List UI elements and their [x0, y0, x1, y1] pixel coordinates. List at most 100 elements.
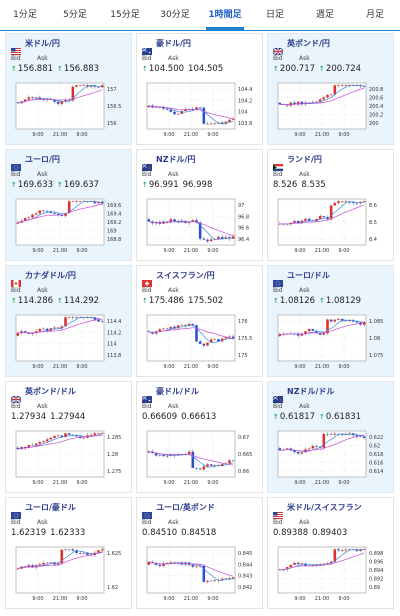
rate-card[interactable]: カナダドル/円 Bid Ask ↑114.286 ↑114.292 114.4 114.2 1…: [5, 265, 132, 377]
candle-body: [23, 566, 27, 568]
tab-5[interactable]: 日足: [265, 10, 284, 20]
currency-pair-title[interactable]: ユーロ/ドル: [287, 271, 330, 280]
rate-card[interactable]: 英ポンド/円 Bid Ask ↑200.717 ↑200.724 200.8 200.6 20…: [267, 33, 394, 145]
currency-pair-title[interactable]: ランド/円: [287, 155, 322, 164]
candle-body: [78, 201, 82, 202]
y-tick-label: 169.6: [107, 203, 121, 209]
ma-slow-line: [148, 451, 234, 466]
tab-2[interactable]: 15分足: [110, 10, 140, 20]
tab-3[interactable]: 30分足: [160, 10, 190, 20]
candle-body: [278, 334, 282, 337]
currency-pair-title[interactable]: ユーロ/豪ドル: [25, 503, 76, 512]
currency-pair-title[interactable]: 豪ドル/円: [156, 39, 191, 48]
candle-body: [176, 325, 180, 329]
x-tick-label: 9:00: [207, 132, 218, 138]
chart-container[interactable]: 0.622 0.62 0.618 0.616 0.614 9:00 21:00 9:00: [276, 429, 388, 489]
bid-price: 1.27934: [11, 412, 47, 422]
rate-card[interactable]: ランド/円 Bid Ask 8.526 8.535 8.6 8.5 8.4 9:00 21:00 9…: [267, 149, 394, 261]
price-chart: 157 156.5 156 9:00 21:00 9:00: [15, 82, 121, 138]
bid-ask-labels: Bid Ask: [11, 403, 63, 410]
tab-0[interactable]: 1分足: [13, 10, 37, 20]
rate-card[interactable]: 米ドル/スイスフラン Bid Ask 0.89388 0.89403 0.898 0.896…: [267, 497, 394, 609]
candle-body: [296, 101, 300, 105]
bid-label: Bid: [142, 519, 152, 526]
tab-6[interactable]: 週足: [315, 10, 334, 20]
candle-body: [56, 101, 60, 104]
rate-card[interactable]: ユーロ/豪ドル Bid Ask 1.62319 1.62333 1.625 1.62 9:00…: [5, 497, 132, 609]
candle-body: [34, 443, 38, 446]
candle-body: [97, 201, 100, 204]
chart-container[interactable]: 8.6 8.5 8.4 9:00 21:00 9:00: [276, 197, 388, 257]
chart-container[interactable]: 0.898 0.896 0.894 0.892 0.89 9:00 21:00 9:00: [276, 545, 388, 605]
chart-container[interactable]: 200.8 200.6 200.4 200.2 200 9:00 21:00 9:00: [276, 81, 388, 141]
bid-ask-values: ↑104.500 104.505: [142, 64, 227, 74]
chart-container[interactable]: 1.085 1.08 1.075 9:00 21:00 9:00: [276, 313, 388, 373]
chart-plot-area: [146, 546, 236, 594]
rate-card[interactable]: 豪ドル/ドル Bid Ask 0.66609 0.66613 0.67 0.665 0.66 9…: [136, 381, 263, 493]
bid-price: 96.991: [148, 180, 179, 190]
ask-price: 1.08129: [325, 296, 362, 306]
ask-label: Ask: [168, 287, 179, 294]
chart-container[interactable]: 114.4 114.2 114 113.8 9:00 21:00 9:00: [14, 313, 126, 373]
currency-pair-title[interactable]: カナダドル/円: [25, 271, 76, 280]
chart-container[interactable]: 104.4 104.2 104 103.8 9:00 21:00 9:00: [145, 81, 257, 141]
chart-container[interactable]: 97 96.8 96.6 96.4 9:00 21:00 9:00: [145, 197, 257, 257]
currency-pair-title[interactable]: ユーロ/円: [25, 155, 60, 164]
chart-container[interactable]: 0.845 0.844 0.843 0.842 9:00 21:00 9:00: [145, 545, 257, 605]
rate-card[interactable]: ユーロ/ドル Bid Ask ↑1.08126 ↑1.08129 1.085 1.08 1.0…: [267, 265, 394, 377]
chart-container[interactable]: 1.625 1.62 9:00 21:00 9:00: [14, 545, 126, 605]
chart-container[interactable]: 157 156.5 156 9:00 21:00 9:00: [14, 81, 126, 141]
rate-card[interactable]: ユーロ/円 Bid Ask ↑169.633 ↑169.637 169.6 169.4 169…: [5, 149, 132, 261]
candle-body: [355, 321, 359, 323]
card-header: ユーロ/ドル: [273, 270, 330, 287]
currency-pair-title[interactable]: 英ポンド/ドル: [25, 387, 76, 396]
chart-container[interactable]: 176 175.5 175 9:00 21:00 9:00: [145, 313, 257, 373]
ask-label: Ask: [168, 55, 179, 62]
rate-card[interactable]: NZドル/ドル Bid Ask ↑0.61817 ↑0.61831 0.622 0.62 0.…: [267, 381, 394, 493]
candle-body: [217, 122, 220, 124]
currency-pair-title[interactable]: 米ドル/円: [25, 39, 60, 48]
currency-pair-title[interactable]: スイスフラン/円: [156, 271, 215, 280]
candle-body: [348, 320, 351, 322]
tab-4[interactable]: 1時間足: [200, 0, 250, 30]
candle-body: [322, 563, 326, 565]
ask-price: 0.66613: [181, 412, 217, 422]
rate-card[interactable]: 豪ドル/円 Bid Ask ↑104.500 104.505 104.4 104.2 104 1…: [136, 33, 263, 145]
rate-card[interactable]: スイスフラン/円 Bid Ask ↑175.486 175.502 176 175.5 175…: [136, 265, 263, 377]
currency-pair-title[interactable]: 英ポンド/円: [287, 39, 330, 48]
tab-1[interactable]: 5分足: [63, 10, 87, 20]
x-tick-label: 9:00: [32, 596, 43, 602]
currency-pair-title[interactable]: ユーロ/英ポンド: [156, 503, 215, 512]
bid-price: 200.717: [279, 64, 316, 74]
currency-pair-title[interactable]: NZドル/ドル: [287, 387, 335, 396]
currency-pair-title[interactable]: 米ドル/スイスフラン: [287, 503, 362, 512]
chart-container[interactable]: 169.6 169.4 169.2 169 168.8 9:00 21:00 9:00: [14, 197, 126, 257]
y-tick-label: 176: [238, 319, 248, 325]
currency-pair-title[interactable]: 豪ドル/ドル: [156, 387, 199, 396]
candle-body: [75, 550, 78, 553]
candle-body: [206, 123, 209, 125]
tab-7[interactable]: 月足: [365, 10, 384, 20]
candle-body: [31, 565, 34, 568]
candle-body: [322, 333, 326, 335]
candle-body: [362, 322, 366, 325]
rate-card[interactable]: NZドル/円 Bid Ask ↑96.991 96.998 97 96.8 96.6 96.4 9…: [136, 149, 263, 261]
candle-body: [173, 111, 176, 115]
up-arrow-icon: ↑: [11, 65, 17, 73]
ask-price: 96.998: [182, 180, 213, 190]
rate-card[interactable]: ユーロ/英ポンド Bid Ask 0.84510 0.84518 0.845 0.844 0.…: [136, 497, 263, 609]
rate-card[interactable]: 米ドル/円 Bid Ask ↑156.881 ↑156.883 157 156.5 156 9:…: [5, 33, 132, 145]
candle-body: [23, 331, 27, 334]
candle-body: [176, 113, 180, 115]
chart-container[interactable]: 0.67 0.665 0.66 9:00 21:00 9:00: [145, 429, 257, 489]
currency-pair-title[interactable]: NZドル/円: [156, 155, 196, 164]
candle-body: [53, 213, 56, 214]
au-flag-icon: [141, 40, 152, 55]
ask-price: 0.61831: [325, 412, 362, 422]
bid-ask-values: ↑169.633 ↑169.637: [11, 180, 103, 190]
chart-container[interactable]: 1.285 1.28 1.275 9:00 21:00 9:00: [14, 429, 126, 489]
price-chart: 1.625 1.62 9:00 21:00 9:00: [15, 546, 121, 602]
candle-body: [333, 85, 337, 95]
rate-card[interactable]: 英ポンド/ドル Bid Ask 1.27934 1.27944 1.285 1.28 1.27…: [5, 381, 132, 493]
y-tick-label: 104.4: [238, 87, 252, 93]
